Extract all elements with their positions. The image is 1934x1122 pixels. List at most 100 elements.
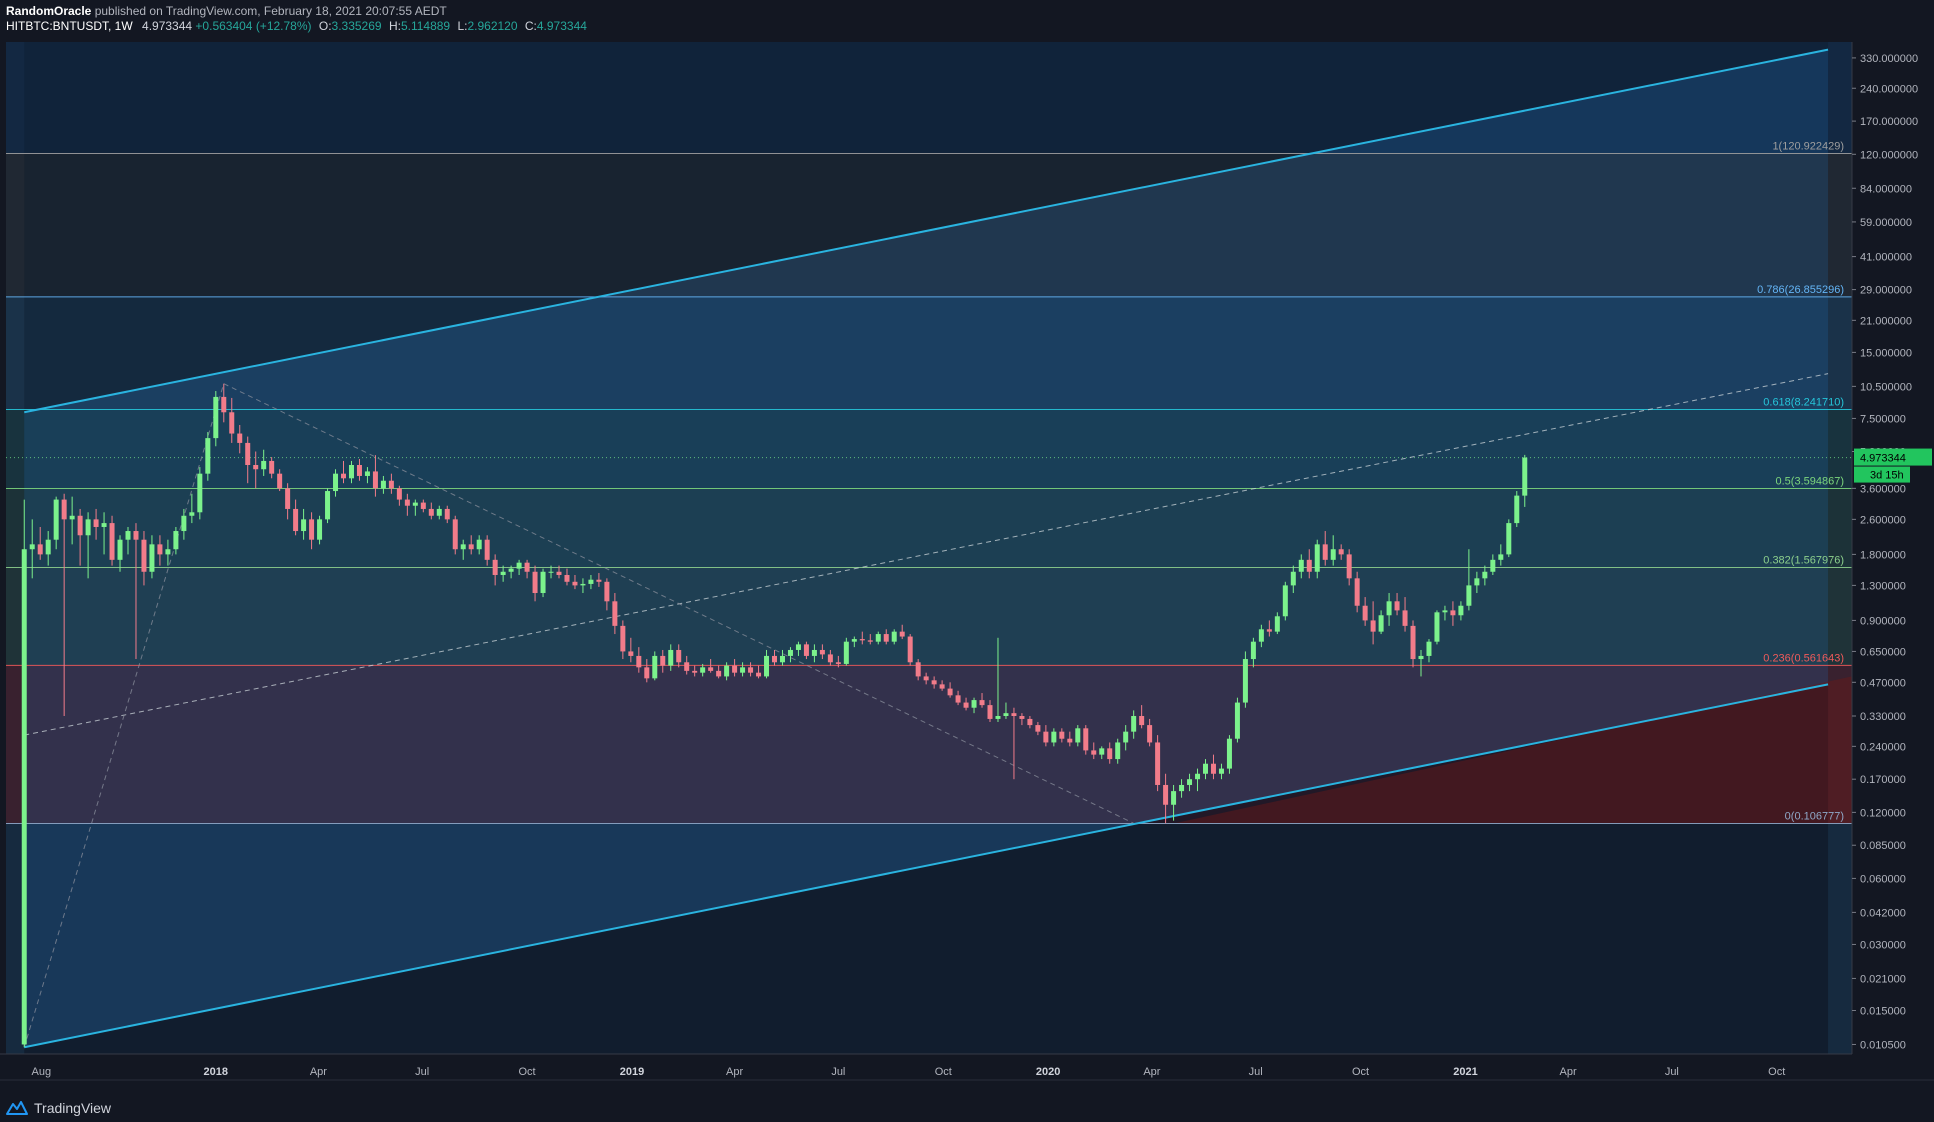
candle-body [572,581,578,586]
candle [1258,624,1264,648]
candle [851,636,857,648]
candle-body [1035,725,1041,732]
candle-body [1115,742,1121,760]
candle-body [748,667,754,673]
candle [1274,612,1280,635]
candle-body [1027,718,1033,726]
tradingview-logo[interactable]: TradingView [6,1100,111,1116]
time-tick-label: Jul [415,1066,429,1078]
candle-body [1394,601,1400,611]
candle-body [764,655,770,677]
candle [1522,454,1528,507]
candle-body [1466,585,1472,606]
channel-lower-line [24,683,1829,1049]
candle-body [1498,554,1504,560]
candle [1083,725,1089,755]
candle-body [317,519,323,540]
price-tick-label: 0.010500 [1860,1039,1906,1051]
candle [620,620,626,660]
price-tick-label: 0.085000 [1860,840,1906,852]
candle [835,655,841,668]
author-name[interactable]: RandomOracle [6,4,92,18]
candle [1242,651,1248,708]
candle [1210,754,1216,780]
candle-body [772,655,778,663]
candle-body [1043,731,1049,743]
candle-body [1426,641,1432,656]
candle [181,508,187,540]
candle-body [420,502,426,509]
fib-level-label: 1(120.922429) [1772,141,1844,153]
candle [1226,735,1232,774]
candle-body [1418,655,1424,660]
candle [149,535,155,579]
candle-body [1514,495,1520,524]
price-tick-label: 1.300000 [1860,580,1906,592]
fib-zone [6,153,1852,297]
candle-body [795,644,801,650]
candle-body [341,473,347,479]
candle-body [1434,612,1440,642]
candle-body [915,662,921,677]
price-tick-label: 2.600000 [1860,514,1906,526]
candle [1035,721,1041,736]
candle [101,512,107,555]
candle-body [149,544,155,572]
candle [1027,716,1033,729]
candle-body [907,636,913,663]
candle [1466,549,1472,611]
candle-body [724,665,730,677]
low-value: 2.962120 [467,19,518,33]
last-price: 4.973344 [142,19,193,33]
candle-body [181,515,187,532]
candle [1354,571,1360,613]
price-tick-label: 21.000000 [1860,315,1912,327]
candle-body [700,667,706,673]
candle [1067,731,1073,747]
candle [859,631,865,645]
candle-body [396,488,402,500]
time-tick-label: Aug [32,1066,52,1078]
high-label: H: [388,19,401,33]
time-tick-label: Oct [1768,1066,1785,1078]
last-price-tag [1854,448,1932,466]
candle [787,647,793,663]
candle [492,554,498,586]
candle [133,523,139,660]
candle [564,568,570,586]
symbol-label[interactable]: HITBTC:BNTUSDT, 1W [6,19,133,33]
candle [963,697,969,711]
candle-body [444,508,450,520]
candle [1179,779,1185,798]
candle [1338,544,1344,560]
fib-level-label: 0.618(8.241710) [1763,396,1844,408]
candle-body [205,438,211,474]
candle-body [101,523,107,527]
candle [1362,597,1368,626]
candle-body [612,601,618,626]
candle-body [237,433,243,443]
close-label: C: [524,19,537,33]
candle [1155,735,1161,792]
candle [245,436,251,484]
candle-body [1346,554,1352,579]
candle-body [29,544,35,550]
candle [891,629,897,645]
candle-body [1250,641,1256,660]
candle [1051,728,1057,747]
channel-fill [24,49,1829,1048]
candle [1171,784,1177,821]
candle [1498,544,1504,566]
candle-body [1067,738,1073,743]
candle [221,383,227,423]
candle [165,539,171,566]
price-tick-label: 0.900000 [1860,615,1906,627]
candle-body [492,559,498,575]
candle [668,644,674,671]
candle [779,649,785,666]
candle-body [1195,773,1201,780]
candle-body [1210,763,1216,774]
candle [819,644,825,660]
candle [1250,637,1256,668]
